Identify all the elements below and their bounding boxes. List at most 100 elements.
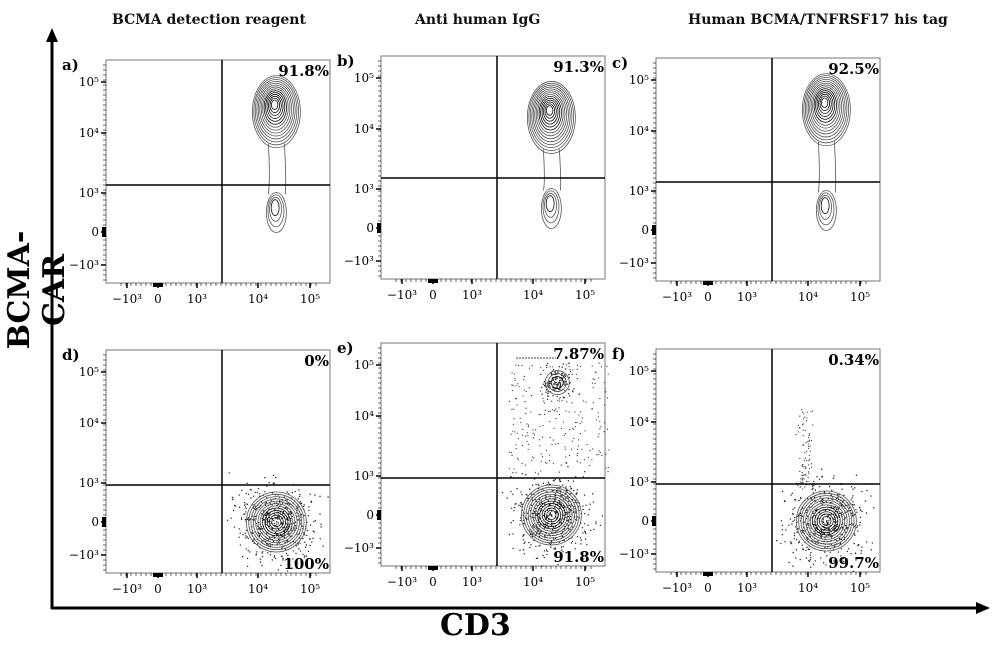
event-dot bbox=[558, 366, 560, 368]
event-dot bbox=[601, 454, 603, 457]
event-dot bbox=[802, 466, 804, 468]
event-dot bbox=[558, 478, 561, 481]
event-dot bbox=[578, 414, 580, 416]
event-dot bbox=[542, 523, 545, 526]
density-contour bbox=[257, 82, 294, 137]
event-dot bbox=[564, 375, 567, 377]
event-dot bbox=[805, 480, 808, 482]
event-dot bbox=[570, 529, 572, 531]
event-dot bbox=[574, 501, 576, 504]
event-dot bbox=[303, 556, 306, 558]
event-dot bbox=[558, 398, 561, 400]
event-dot bbox=[810, 566, 812, 568]
event-dot bbox=[539, 530, 542, 532]
event-dot bbox=[259, 558, 262, 560]
event-dot bbox=[809, 559, 812, 561]
event-dot bbox=[567, 480, 570, 482]
flow-plot-panel: a) −10³ 0 10³ 10⁴ 10⁵ 10⁵ 10⁴ 10³ 0 −10³ 91.8% bbox=[62, 56, 331, 306]
event-dot bbox=[276, 521, 278, 523]
event-dot bbox=[261, 517, 263, 520]
event-dot bbox=[290, 523, 293, 525]
event-dot bbox=[551, 514, 553, 516]
event-dot bbox=[563, 380, 565, 382]
event-dot bbox=[802, 423, 804, 425]
event-dot bbox=[562, 421, 564, 423]
event-dot bbox=[251, 532, 253, 535]
event-dot bbox=[266, 485, 268, 487]
x-tick-label: 10⁵ bbox=[575, 575, 595, 589]
event-dot bbox=[265, 523, 267, 526]
event-dot bbox=[607, 373, 609, 375]
event-dot bbox=[848, 507, 850, 509]
event-dot bbox=[537, 488, 540, 490]
event-dot bbox=[539, 544, 541, 547]
x-tick-label: 0 bbox=[429, 575, 437, 589]
event-dot bbox=[257, 528, 260, 530]
event-dot bbox=[803, 474, 805, 476]
event-dot bbox=[808, 443, 810, 445]
event-dot bbox=[564, 389, 566, 392]
event-dot bbox=[545, 461, 547, 464]
x-tick-label: 0 bbox=[154, 582, 162, 596]
event-dot bbox=[802, 548, 804, 550]
event-dot bbox=[289, 503, 291, 506]
x-axis-arrowhead bbox=[976, 602, 990, 614]
event-dot bbox=[599, 397, 601, 400]
panel-label: e) bbox=[337, 339, 354, 357]
event-dot bbox=[846, 558, 848, 560]
event-dot bbox=[274, 557, 277, 560]
event-dot bbox=[807, 471, 810, 473]
event-dot bbox=[564, 448, 567, 450]
density-contour bbox=[252, 498, 300, 546]
density-contour bbox=[540, 97, 561, 128]
density-contour bbox=[245, 491, 307, 553]
event-dot bbox=[542, 554, 544, 557]
event-dot bbox=[561, 399, 563, 402]
event-dot bbox=[820, 531, 823, 534]
event-dot bbox=[792, 508, 794, 510]
event-dot bbox=[861, 490, 863, 493]
event-dot bbox=[577, 445, 580, 447]
event-dot bbox=[531, 459, 533, 461]
density-contour bbox=[545, 195, 555, 213]
event-dot bbox=[574, 542, 577, 544]
event-dot bbox=[824, 546, 826, 549]
event-dot bbox=[281, 499, 283, 502]
event-dot bbox=[307, 550, 310, 553]
event-dot bbox=[589, 503, 591, 505]
event-dot bbox=[290, 513, 293, 515]
event-dot bbox=[851, 515, 854, 517]
event-dot bbox=[835, 498, 838, 500]
event-dot bbox=[806, 524, 808, 526]
event-dot bbox=[280, 504, 282, 506]
event-dot bbox=[510, 476, 512, 478]
event-dot bbox=[820, 557, 822, 559]
event-dot bbox=[527, 424, 530, 426]
event-dot bbox=[547, 515, 549, 517]
event-dot bbox=[821, 498, 823, 501]
event-dot bbox=[828, 527, 830, 530]
event-dot bbox=[802, 481, 804, 483]
y-tick-label: 10⁵ bbox=[354, 71, 374, 85]
event-dot bbox=[292, 550, 294, 552]
event-dot bbox=[822, 518, 825, 520]
event-dot bbox=[546, 362, 549, 365]
event-dot bbox=[309, 538, 311, 540]
density-contour bbox=[819, 194, 832, 220]
event-dot bbox=[845, 524, 847, 527]
event-dot bbox=[804, 465, 806, 468]
event-dot bbox=[801, 465, 803, 467]
event-dot bbox=[854, 552, 857, 555]
event-dot bbox=[826, 555, 828, 557]
event-dot bbox=[853, 487, 856, 489]
event-dot bbox=[836, 493, 839, 496]
event-dot bbox=[564, 525, 566, 527]
event-dot bbox=[853, 514, 856, 516]
event-dot bbox=[277, 569, 280, 571]
event-dot bbox=[294, 490, 296, 493]
density-contour bbox=[812, 506, 841, 536]
event-dot bbox=[549, 421, 551, 423]
event-dot bbox=[531, 499, 534, 501]
event-dot bbox=[812, 563, 815, 565]
event-dot bbox=[597, 377, 600, 379]
